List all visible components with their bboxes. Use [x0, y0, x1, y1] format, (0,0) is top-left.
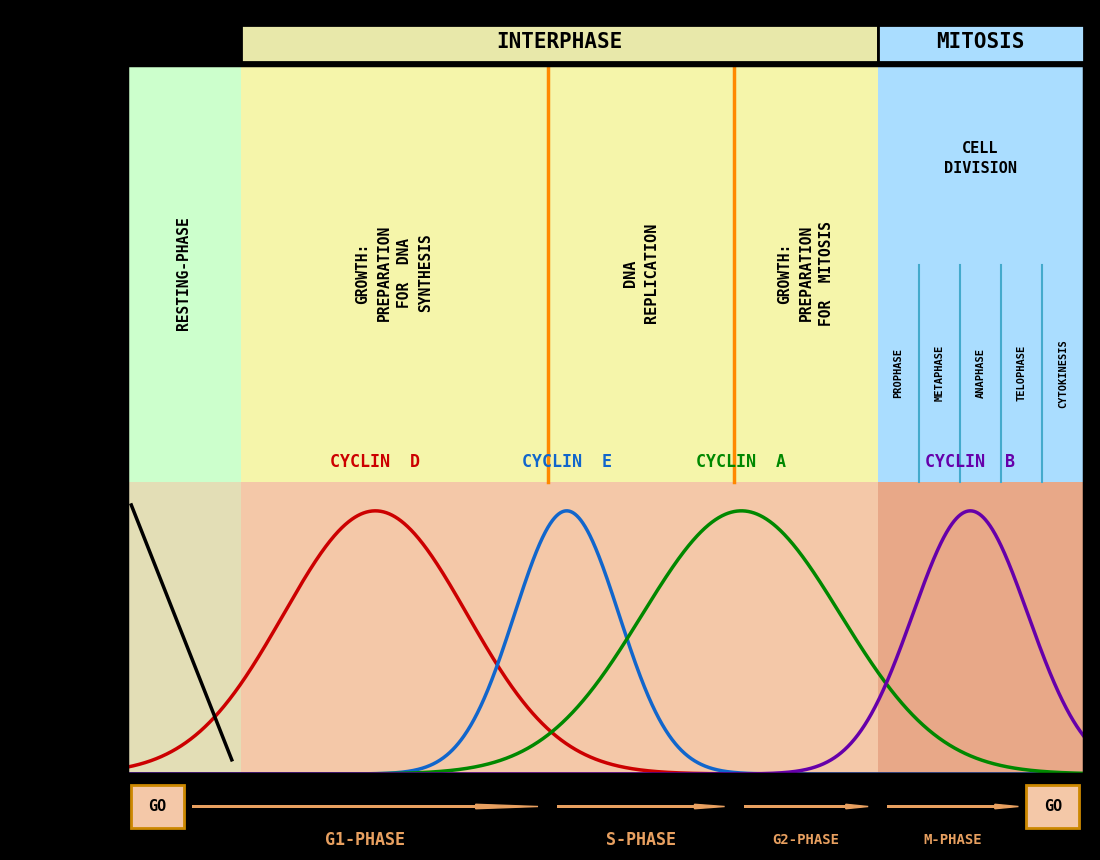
- Text: MITOSIS: MITOSIS: [936, 32, 1025, 52]
- Bar: [888, 805, 994, 808]
- Text: CYCLIN  D: CYCLIN D: [330, 453, 420, 471]
- Bar: [878, 64, 1084, 482]
- Bar: [131, 785, 184, 828]
- Text: PROPHASE: PROPHASE: [893, 348, 903, 398]
- Bar: [191, 805, 475, 808]
- Text: METAPHASE: METAPHASE: [935, 345, 945, 402]
- Polygon shape: [846, 804, 868, 808]
- Text: GO: GO: [148, 799, 166, 814]
- Bar: [878, 24, 1084, 63]
- Text: G2-PHASE: G2-PHASE: [772, 832, 839, 847]
- Text: RESTING-PHASE: RESTING-PHASE: [176, 216, 191, 330]
- Text: TELOPHASE: TELOPHASE: [1016, 345, 1026, 402]
- Text: CYCLIN  A: CYCLIN A: [696, 453, 786, 471]
- Text: INTERPHASE: INTERPHASE: [496, 32, 623, 52]
- Text: M-PHASE: M-PHASE: [924, 832, 982, 847]
- Bar: [558, 805, 694, 808]
- Text: G1-PHASE: G1-PHASE: [324, 831, 405, 849]
- Text: CYCLIN  E: CYCLIN E: [521, 453, 612, 471]
- Text: DNA
REPLICATION: DNA REPLICATION: [623, 223, 659, 323]
- Bar: [1026, 785, 1079, 828]
- Text: S-PHASE: S-PHASE: [606, 831, 675, 849]
- Bar: [241, 24, 878, 63]
- Polygon shape: [994, 804, 1019, 808]
- Bar: [241, 64, 878, 482]
- Polygon shape: [475, 804, 538, 808]
- Text: CYTOKINESIS: CYTOKINESIS: [1058, 339, 1068, 408]
- Text: GROWTH:
PREPARATION
FOR  MITOSIS: GROWTH: PREPARATION FOR MITOSIS: [778, 220, 835, 326]
- Bar: [878, 482, 1084, 774]
- Text: GROWTH:
PREPARATION
FOR  DNA
SYNTHESIS: GROWTH: PREPARATION FOR DNA SYNTHESIS: [355, 225, 433, 321]
- Text: GO: GO: [1044, 799, 1061, 814]
- Text: CYCLIN  B: CYCLIN B: [925, 453, 1015, 471]
- Bar: [241, 482, 878, 774]
- Bar: [126, 482, 241, 774]
- Bar: [126, 64, 241, 774]
- Text: CELL
DIVISION: CELL DIVISION: [944, 141, 1018, 175]
- Bar: [744, 805, 846, 808]
- Polygon shape: [694, 804, 725, 808]
- Text: ANAPHASE: ANAPHASE: [976, 348, 986, 398]
